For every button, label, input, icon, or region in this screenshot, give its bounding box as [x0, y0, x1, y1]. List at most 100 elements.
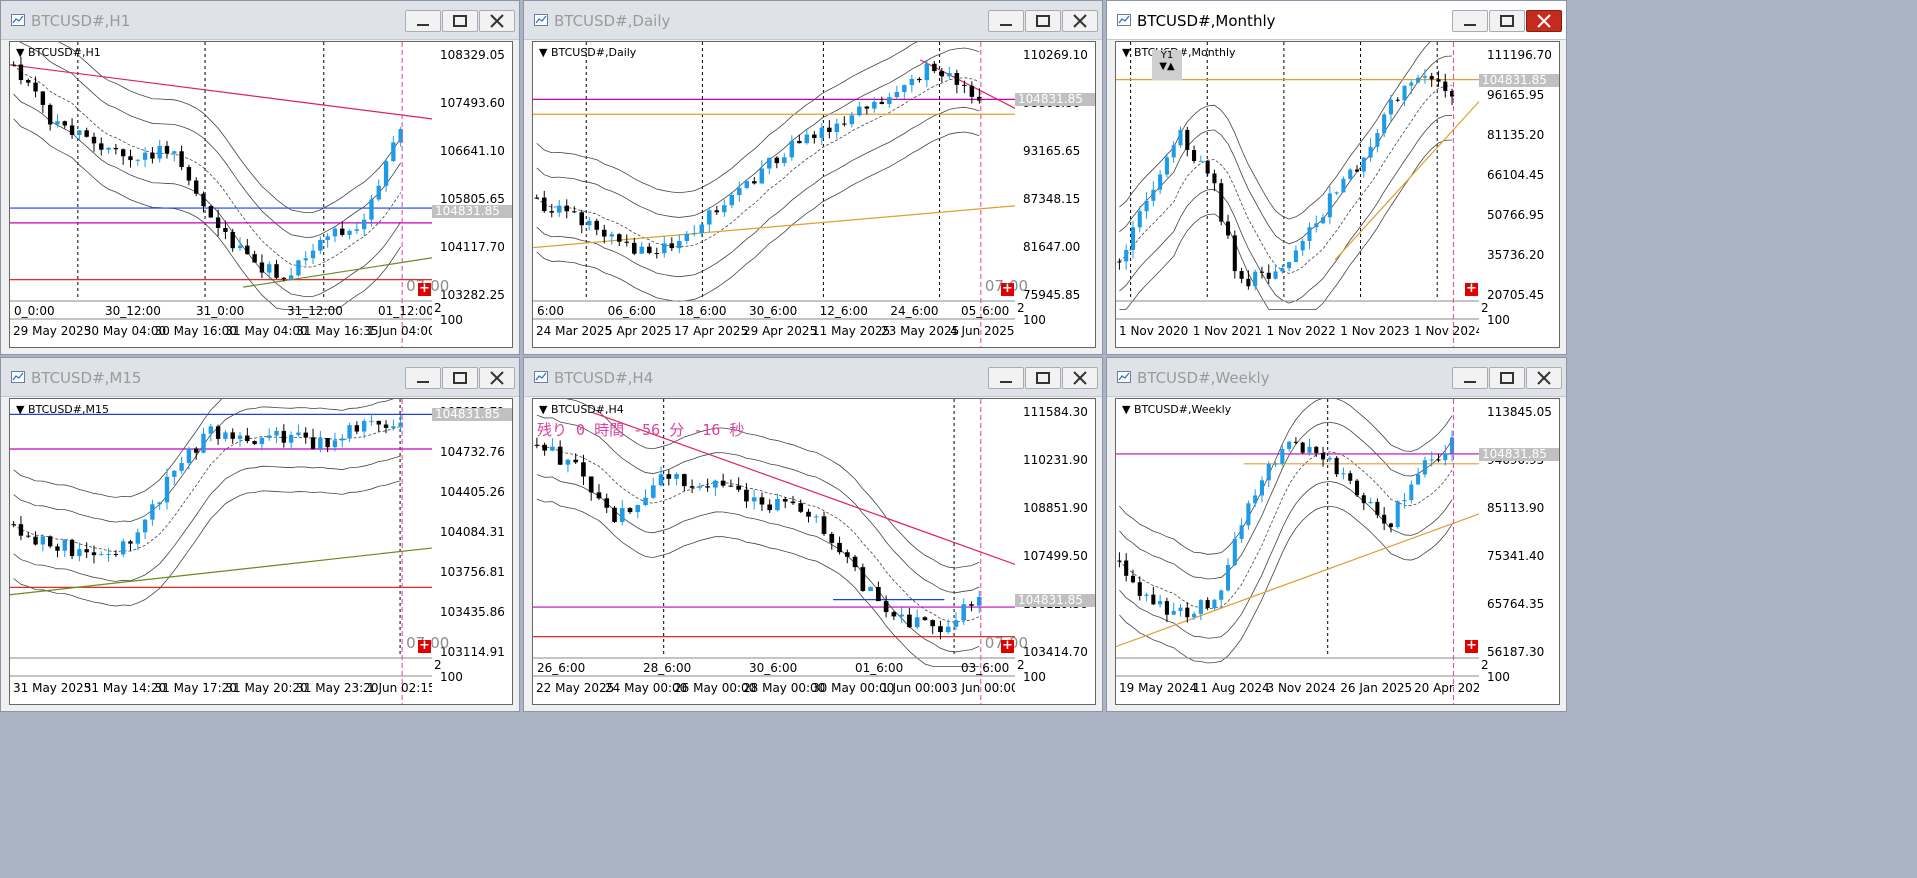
maximize-button[interactable]	[442, 10, 478, 32]
chart-canvas[interactable]: ▼ BTCUSD#,H1 108329.05 107493.60 106641.10 1…	[9, 41, 513, 348]
candle	[752, 177, 757, 185]
minimize-button[interactable]	[405, 367, 441, 389]
dropdown-triangle-icon[interactable]: ▼	[539, 403, 548, 416]
candle	[201, 191, 206, 213]
close-button[interactable]	[479, 10, 515, 32]
subwindow-time-label: 06_6:00	[607, 304, 656, 318]
candle	[383, 158, 389, 192]
date-axis-label: 28 May 00:00	[743, 681, 826, 695]
chart-canvas[interactable]: ▼ BTCUSD#,H4 残り 0 時間 -56 分 -16 秒 111584.30…	[532, 398, 1096, 705]
price-scale[interactable]: 108329.05 107493.60 106641.10 105805.65 1041…	[432, 42, 512, 347]
dropdown-triangle-icon[interactable]: ▼	[539, 46, 548, 59]
candle	[1422, 456, 1427, 478]
candle	[99, 551, 104, 556]
maximize-button[interactable]	[442, 367, 478, 389]
date-axis-label: 31 May 16:35	[296, 324, 379, 338]
maximize-button[interactable]	[1025, 10, 1061, 32]
candle	[1416, 467, 1421, 486]
subwindow-time-scale	[1116, 658, 1481, 678]
chart-canvas[interactable]: ▼ BTCUSD#,Daily110269.1098866.8093165.65…	[532, 41, 1096, 348]
bollinger-upper	[1119, 421, 1453, 580]
price-scale[interactable]: 111584.30110231.90108851.90107499.501061…	[1015, 399, 1095, 704]
price-scale[interactable]: 105053.71104732.76104405.26104084.311037…	[432, 399, 512, 704]
candle	[1198, 155, 1203, 163]
add-indicator-button[interactable]: +	[418, 638, 431, 653]
maximize-button[interactable]	[1489, 10, 1525, 32]
subwindow-time-label: 30_6:00	[749, 304, 798, 318]
symbol-label: ▼ BTCUSD#,M15	[16, 403, 109, 416]
candle	[682, 473, 687, 492]
chart-window-h1[interactable]: BTCUSD#,H1 ▼ BTCUSD#,H1 108329.05 107493.60…	[0, 0, 520, 355]
window-titlebar[interactable]: BTCUSD#,Weekly	[1107, 358, 1566, 397]
window-titlebar[interactable]: BTCUSD#,M15	[1, 358, 519, 397]
window-titlebar[interactable]: BTCUSD#,Monthly	[1107, 1, 1566, 40]
dropdown-triangle-icon[interactable]: ▼	[1122, 46, 1131, 59]
dropdown-triangle-icon[interactable]: ▼	[1122, 403, 1131, 416]
close-button[interactable]	[479, 367, 515, 389]
candle	[69, 538, 75, 560]
dropdown-triangle-icon[interactable]: ▼	[16, 403, 25, 416]
candle	[223, 429, 228, 442]
candle	[907, 608, 912, 629]
candle	[1422, 69, 1427, 84]
subwindow-scale-min: 2	[434, 301, 442, 315]
close-button[interactable]	[1526, 367, 1562, 389]
candle	[1402, 492, 1407, 509]
bollinger-middle	[536, 77, 980, 248]
candle	[179, 456, 184, 474]
candle	[1185, 126, 1190, 157]
symbol-text: BTCUSD#,Weekly	[1133, 403, 1232, 416]
price-scale[interactable]: 110269.1098866.8093165.6587348.1581647.0…	[1015, 42, 1095, 347]
minimize-button[interactable]	[1452, 10, 1488, 32]
chart-canvas[interactable]: ▼ BTCUSD#,M15 105053.71104732.76104405.26…	[9, 398, 513, 705]
subwindow-scale-label: 100	[1487, 313, 1510, 327]
chart-window-weekly[interactable]: BTCUSD#,Weekly▼ BTCUSD#,Weekly113845.059…	[1106, 357, 1567, 712]
close-button[interactable]	[1062, 10, 1098, 32]
candle	[172, 150, 177, 162]
candle	[842, 116, 847, 127]
candle	[654, 247, 660, 259]
subwindow-scale-label: 100	[440, 313, 463, 327]
add-indicator-button[interactable]: +	[1001, 281, 1014, 296]
add-indicator-button[interactable]: +	[418, 281, 431, 296]
add-indicator-button[interactable]: +	[1465, 281, 1478, 296]
chart-window-daily[interactable]: BTCUSD#,Daily▼ BTCUSD#,Daily110269.10988…	[523, 0, 1103, 355]
date-axis-label: 22 May 2025	[536, 681, 615, 695]
price-scale[interactable]: 111196.70 96165.95 81135.20 66104.45 50766.9…	[1479, 42, 1559, 347]
chart-window-h4[interactable]: BTCUSD#,H4 ▼ BTCUSD#,H4 残り 0 時間 -56 分 -16 …	[523, 357, 1103, 712]
candle	[1171, 141, 1176, 163]
close-icon	[1537, 371, 1551, 385]
window-titlebar[interactable]: BTCUSD#,H4	[524, 358, 1102, 397]
candle	[1259, 266, 1265, 279]
minimize-button[interactable]	[405, 10, 441, 32]
chart-canvas[interactable]: ▼ BTCUSD#,Monthly Y1 ▼▲ 111196.70 96165.95 81…	[1115, 41, 1560, 348]
candle	[902, 84, 907, 100]
price-chart	[10, 399, 434, 704]
dropdown-triangle-icon[interactable]: ▼	[16, 46, 25, 59]
candle	[821, 511, 827, 536]
arrow-icon[interactable]: ▼▲	[1159, 61, 1175, 72]
minimize-button[interactable]	[1452, 367, 1488, 389]
period-tag[interactable]: Y1 ▼▲	[1152, 50, 1182, 80]
add-indicator-button[interactable]: +	[1465, 638, 1478, 653]
price-scale[interactable]: 113845.0594690.9585113.9075341.4065764.3…	[1479, 399, 1559, 704]
chart-window-monthly[interactable]: BTCUSD#,Monthly ▼ BTCUSD#,Monthly Y1 ▼▲ 1111…	[1106, 0, 1567, 355]
window-titlebar[interactable]: BTCUSD#,Daily	[524, 1, 1102, 40]
minimize-button[interactable]	[988, 10, 1024, 32]
candle	[619, 500, 625, 526]
candle	[643, 489, 648, 507]
current-price-label: 104831.85	[1015, 93, 1095, 107]
close-button[interactable]	[1062, 367, 1098, 389]
maximize-button[interactable]	[1025, 367, 1061, 389]
candle	[26, 532, 31, 538]
subwindow-scale-min: 2	[1017, 301, 1025, 315]
maximize-button[interactable]	[1489, 367, 1525, 389]
date-axis-label: 23 May 2025	[881, 324, 960, 338]
chart-window-m15[interactable]: BTCUSD#,M15 ▼ BTCUSD#,M15 105053.71104732.…	[0, 357, 520, 712]
close-button[interactable]	[1526, 10, 1562, 32]
add-indicator-button[interactable]: +	[1001, 638, 1014, 653]
window-titlebar[interactable]: BTCUSD#,H1	[1, 1, 519, 40]
candle	[573, 453, 579, 465]
minimize-button[interactable]	[988, 367, 1024, 389]
chart-canvas[interactable]: ▼ BTCUSD#,Weekly 113845.0594690.9585113.9…	[1115, 398, 1560, 705]
